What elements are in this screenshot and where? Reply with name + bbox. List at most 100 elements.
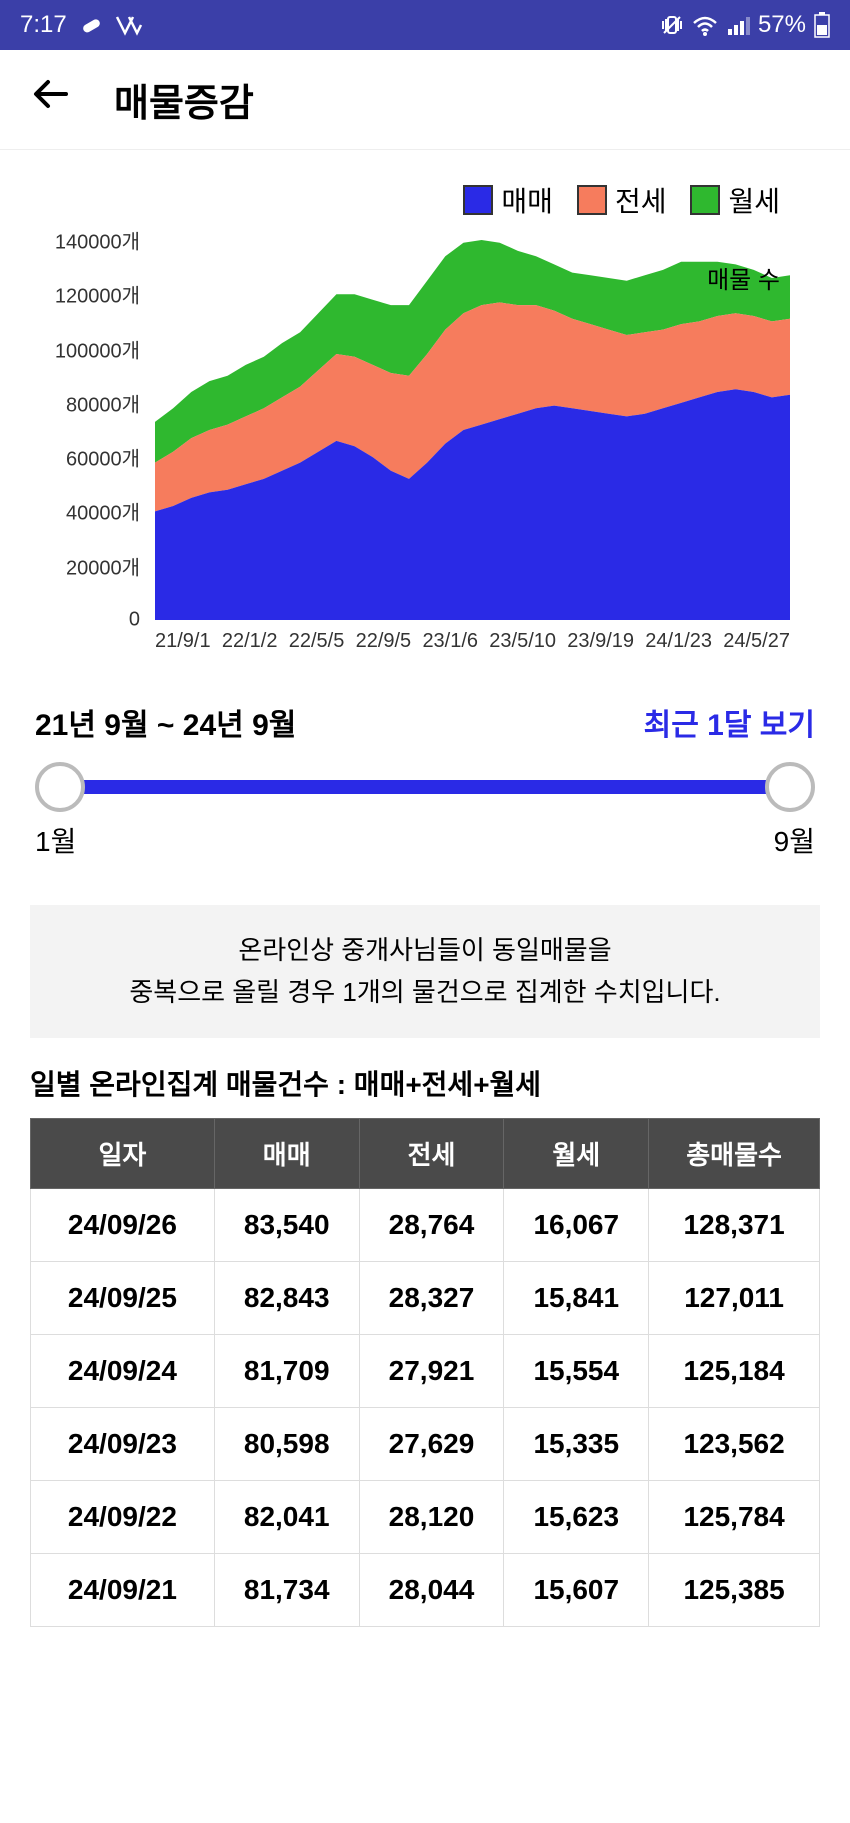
y-tick-label: 120000개 — [55, 280, 140, 309]
battery-icon — [814, 12, 830, 38]
range-label: 21년 9월 ~ 24년 9월 — [35, 700, 296, 744]
signal-icon — [726, 13, 750, 37]
table-title: 일별 온라인집계 매물건수 : 매매+전세+월세 — [30, 1063, 820, 1103]
app-header: 매물증감 — [0, 50, 850, 150]
legend-label: 월세 — [728, 180, 780, 220]
slider-thumb-right[interactable] — [765, 762, 815, 812]
table-cell: 24/09/23 — [31, 1408, 215, 1481]
x-tick-label: 24/1/23 — [645, 630, 712, 653]
legend-item: 전세 — [577, 180, 667, 220]
table-cell: 81,734 — [214, 1554, 359, 1627]
table-row: 24/09/2380,59827,62915,335123,562 — [31, 1408, 820, 1481]
listings-table: 일자매매전세월세총매물수 24/09/2683,54028,76416,0671… — [30, 1118, 820, 1627]
table-body: 24/09/2683,54028,76416,067128,37124/09/2… — [31, 1189, 820, 1627]
table-cell: 125,784 — [649, 1481, 820, 1554]
table-col-header: 매매 — [214, 1119, 359, 1189]
info-note: 온라인상 중개사님들이 동일매물을 중복으로 올릴 경우 1개의 물건으로 집계… — [30, 905, 820, 1038]
v-icon — [115, 13, 143, 37]
legend-swatch — [690, 185, 720, 215]
y-tick-label: 60000개 — [66, 443, 140, 472]
legend-swatch — [463, 185, 493, 215]
chart-section: 매매 전세 월세 0 20000개 40000개 60000개 80000개 100000개 1… — [0, 150, 850, 660]
x-tick-label: 24/5/27 — [723, 630, 790, 653]
legend-label: 전세 — [615, 180, 667, 220]
slider-thumb-left[interactable] — [35, 762, 85, 812]
table-cell: 27,629 — [359, 1408, 504, 1481]
y-tick-label: 20000개 — [66, 551, 140, 580]
table-row: 24/09/2683,54028,76416,067128,371 — [31, 1189, 820, 1262]
table-cell: 125,184 — [649, 1335, 820, 1408]
table-cell: 24/09/22 — [31, 1481, 215, 1554]
table-cell: 28,044 — [359, 1554, 504, 1627]
table-col-header: 총매물수 — [649, 1119, 820, 1189]
legend-swatch — [577, 185, 607, 215]
table-cell: 123,562 — [649, 1408, 820, 1481]
x-tick-label: 23/9/19 — [567, 630, 634, 653]
table-col-header: 월세 — [504, 1119, 649, 1189]
y-tick-label: 140000개 — [55, 226, 140, 255]
back-arrow-icon[interactable] — [30, 72, 74, 127]
pill-icon — [79, 13, 103, 37]
table-row: 24/09/2481,70927,92115,554125,184 — [31, 1335, 820, 1408]
chart: 020000개40000개60000개80000개100000개120000개1… — [40, 240, 820, 660]
table-cell: 80,598 — [214, 1408, 359, 1481]
note-line1: 온라인상 중개사님들이 동일매물을 — [50, 930, 800, 972]
x-tick-label: 22/1/2 — [222, 630, 278, 653]
y-axis-labels: 020000개40000개60000개80000개100000개120000개1… — [40, 240, 150, 620]
system-nav-bar — [0, 1657, 850, 1737]
legend-item: 매매 — [463, 180, 553, 220]
table-cell: 82,843 — [214, 1262, 359, 1335]
status-bar: 7:17 57% — [0, 0, 850, 50]
table-cell: 24/09/26 — [31, 1189, 215, 1262]
table-row: 24/09/2282,04128,12015,623125,784 — [31, 1481, 820, 1554]
y-tick-label: 80000개 — [66, 388, 140, 417]
table-section: 일별 온라인집계 매물건수 : 매매+전세+월세 일자매매전세월세총매물수 24… — [0, 1063, 850, 1647]
table-cell: 15,607 — [504, 1554, 649, 1627]
table-cell: 28,764 — [359, 1189, 504, 1262]
table-cell: 16,067 — [504, 1189, 649, 1262]
range-section: 21년 9월 ~ 24년 9월 최근 1달 보기 1월 9월 — [0, 660, 850, 880]
wifi-icon — [692, 13, 718, 37]
note-line2: 중복으로 올릴 경우 1개의 물건으로 집계한 수치입니다. — [50, 972, 800, 1014]
battery-text: 57% — [758, 11, 806, 39]
table-cell: 127,011 — [649, 1262, 820, 1335]
table-cell: 27,921 — [359, 1335, 504, 1408]
chart-legend: 매매 전세 월세 — [30, 170, 820, 240]
y-tick-label: 40000개 — [66, 497, 140, 526]
table-cell: 83,540 — [214, 1189, 359, 1262]
table-cell: 24/09/21 — [31, 1554, 215, 1627]
table-cell: 24/09/25 — [31, 1262, 215, 1335]
table-cell: 15,335 — [504, 1408, 649, 1481]
slider-min-label: 1월 — [35, 820, 76, 860]
table-cell: 125,385 — [649, 1554, 820, 1627]
table-cell: 24/09/24 — [31, 1335, 215, 1408]
x-tick-label: 23/5/10 — [489, 630, 556, 653]
table-cell: 81,709 — [214, 1335, 359, 1408]
x-tick-label: 23/1/6 — [422, 630, 478, 653]
table-col-header: 전세 — [359, 1119, 504, 1189]
slider-max-label: 9월 — [774, 820, 815, 860]
table-cell: 15,841 — [504, 1262, 649, 1335]
y-tick-label: 100000개 — [55, 334, 140, 363]
y-tick-label: 0 — [129, 609, 140, 632]
table-cell: 28,327 — [359, 1262, 504, 1335]
x-tick-label: 21/9/1 — [155, 630, 211, 653]
page-title: 매물증감 — [114, 72, 254, 127]
table-cell: 28,120 — [359, 1481, 504, 1554]
table-cell: 15,623 — [504, 1481, 649, 1554]
table-row: 24/09/2582,84328,32715,841127,011 — [31, 1262, 820, 1335]
date-range-slider[interactable] — [35, 762, 815, 812]
vibrate-icon — [660, 13, 684, 37]
recent-month-link[interactable]: 최근 1달 보기 — [644, 700, 815, 744]
table-cell: 15,554 — [504, 1335, 649, 1408]
x-tick-label: 22/9/5 — [356, 630, 412, 653]
legend-label: 매매 — [501, 180, 553, 220]
table-cell: 128,371 — [649, 1189, 820, 1262]
chart-plot: 매물 수 — [155, 240, 790, 620]
x-axis-labels: 21/9/1 22/1/2 22/5/5 22/9/5 23/1/6 23/5/10 23/… — [155, 630, 790, 653]
x-tick-label: 22/5/5 — [289, 630, 345, 653]
table-cell: 82,041 — [214, 1481, 359, 1554]
chart-annotation: 매물 수 — [707, 260, 780, 295]
table-header-row: 일자매매전세월세총매물수 — [31, 1119, 820, 1189]
legend-item: 월세 — [690, 180, 780, 220]
